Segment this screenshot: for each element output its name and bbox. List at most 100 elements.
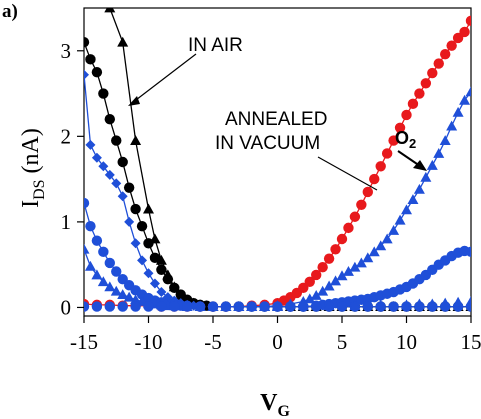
in-air-label: IN AIR	[188, 35, 243, 56]
data-point	[123, 182, 135, 193]
data-point	[149, 278, 160, 289]
data-point	[117, 36, 129, 47]
data-point	[336, 301, 348, 312]
data-point	[356, 199, 367, 210]
data-point	[330, 275, 342, 286]
ticks: -15 -10 -5 0 5 10 15 0 1 2 3	[61, 39, 481, 354]
data-point	[401, 109, 412, 121]
data-point	[124, 216, 135, 227]
data-point	[137, 255, 148, 266]
data-point	[117, 301, 128, 312]
y-axis-title-main: I	[18, 200, 44, 208]
data-point	[169, 282, 180, 293]
data-point	[394, 122, 406, 133]
data-point	[413, 183, 425, 194]
data-point	[394, 214, 406, 225]
data-point	[465, 86, 471, 97]
data-point	[362, 301, 373, 312]
data-point	[388, 135, 399, 146]
data-point	[117, 289, 129, 300]
data-point	[375, 161, 386, 172]
data-point	[310, 289, 322, 300]
series-markers	[84, 8, 471, 312]
o2-label-sub: 2	[409, 136, 416, 151]
x-tick-label: -5	[204, 330, 222, 354]
data-point	[143, 301, 154, 312]
data-point	[155, 254, 167, 265]
data-point	[85, 139, 96, 150]
data-point	[407, 98, 419, 110]
data-point	[130, 294, 142, 305]
data-point	[336, 233, 348, 245]
data-point	[104, 301, 116, 312]
data-point	[349, 261, 361, 272]
data-point	[130, 203, 141, 215]
data-point	[110, 285, 122, 296]
data-point	[459, 26, 470, 38]
data-point	[368, 246, 380, 257]
data-point	[104, 257, 116, 269]
data-point	[311, 301, 322, 312]
data-point	[297, 300, 309, 311]
data-point	[84, 69, 89, 80]
data-point	[246, 301, 258, 311]
data-point	[323, 253, 335, 264]
data-point	[427, 67, 438, 79]
annealed-label-line1: ANNEALED	[225, 109, 327, 130]
data-point	[272, 301, 283, 311]
x-tick-label: 10	[396, 330, 417, 354]
x-tick-label: -15	[70, 330, 98, 354]
x-axis-title: VG	[260, 390, 290, 419]
data-point	[311, 269, 322, 281]
data-point	[143, 203, 154, 214]
o2-arrow-shaft	[397, 150, 421, 167]
data-point	[433, 58, 444, 69]
data-point	[446, 120, 458, 131]
data-point	[342, 266, 354, 276]
data-point	[465, 15, 471, 27]
data-point	[304, 293, 316, 304]
data-point	[143, 238, 154, 249]
data-point	[413, 298, 425, 309]
data-point	[91, 152, 102, 163]
data-point	[91, 235, 103, 246]
data-point	[98, 88, 109, 99]
data-point	[136, 220, 148, 232]
data-point	[426, 298, 438, 309]
y-tick-label: 3	[61, 39, 72, 63]
o2-label: O2	[395, 128, 416, 151]
data-point	[407, 194, 419, 205]
x-tick-label: 5	[337, 330, 348, 354]
data-point	[220, 301, 232, 311]
data-point	[104, 8, 116, 13]
data-point	[362, 252, 374, 263]
data-point	[104, 114, 116, 125]
data-point	[375, 240, 387, 251]
data-point	[98, 246, 109, 258]
data-point	[111, 135, 122, 146]
data-point	[401, 204, 412, 215]
data-point	[323, 300, 335, 311]
data-point	[84, 260, 96, 271]
data-point	[304, 276, 315, 287]
data-point	[381, 148, 393, 159]
data-point	[459, 94, 471, 105]
data-point	[343, 222, 354, 234]
data-point	[420, 171, 432, 182]
data-point	[439, 135, 451, 146]
data-point	[130, 135, 142, 146]
y-tick-label: 2	[61, 124, 72, 148]
data-point	[369, 173, 380, 185]
data-point	[317, 262, 328, 273]
data-point	[446, 40, 457, 51]
o2-arrowhead	[413, 160, 427, 171]
data-point	[439, 297, 451, 308]
data-point	[426, 159, 438, 170]
in-air-arrowhead	[128, 96, 140, 106]
data-point	[452, 296, 464, 307]
x-tick-label: 0	[272, 330, 283, 354]
data-point	[97, 276, 109, 287]
annealed-pointer	[317, 156, 378, 191]
data-point	[336, 270, 348, 281]
o2-label-main: O	[395, 128, 409, 148]
